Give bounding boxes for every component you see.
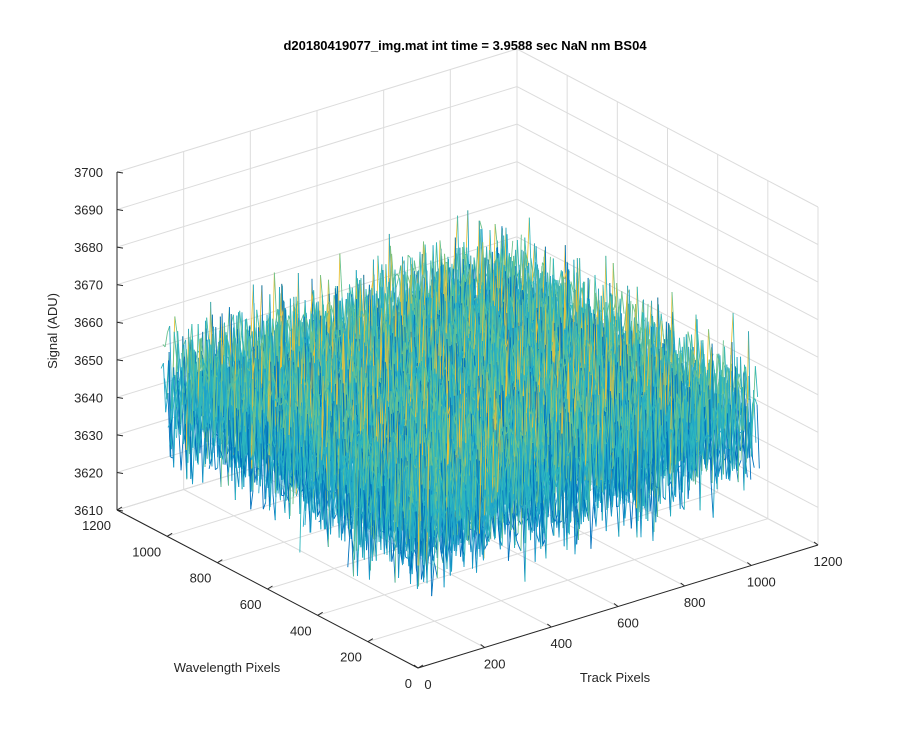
y-tick-label: 0	[405, 676, 412, 691]
z-tick	[116, 209, 124, 212]
back-wall-grid-line	[116, 48, 518, 173]
x-tick-label: 0	[424, 677, 431, 692]
y-tick	[317, 611, 323, 616]
y-tick-label: 1000	[132, 544, 161, 559]
z-axis-label: Signal (ADU)	[45, 293, 60, 369]
z-tick-label: 3640	[74, 390, 103, 405]
z-tick	[116, 509, 124, 512]
z-tick	[116, 284, 124, 287]
y-tick	[116, 506, 123, 511]
x-tick	[547, 623, 552, 628]
x-tick	[680, 582, 685, 587]
z-tick	[116, 396, 124, 399]
side-wall-grid-line	[516, 161, 819, 321]
surface-mesh	[160, 210, 760, 597]
x-tick	[413, 664, 419, 669]
z-tick	[116, 246, 124, 249]
z-tick	[116, 321, 124, 324]
z-tick	[116, 434, 124, 437]
y-tick-label: 1200	[82, 518, 111, 533]
z-tick-label: 3670	[74, 278, 103, 293]
tick-labels: 0 200 400 600 800 1000 1200 0 200 400 600 800 1000 12…	[74, 165, 842, 692]
y-tick	[367, 638, 374, 643]
z-tick	[116, 359, 124, 362]
y-tick	[217, 559, 223, 564]
side-wall-grid-line	[516, 48, 819, 208]
x-tick-label: 600	[617, 616, 639, 631]
floor-grid-line	[317, 491, 718, 616]
z-tick-label: 3610	[74, 503, 103, 518]
y-axis-label: Wavelength Pixels	[174, 660, 281, 675]
back-wall-grid-line	[116, 236, 518, 361]
back-wall-grid-line	[116, 86, 518, 211]
x-tick	[613, 603, 619, 607]
floor-grid-line	[367, 518, 768, 643]
y-tick	[166, 532, 173, 537]
z-tick-label: 3650	[74, 353, 103, 368]
y-tick	[267, 585, 273, 590]
z-tick	[116, 471, 124, 474]
z-tick-label: 3620	[74, 465, 103, 480]
side-wall-grid-line	[516, 123, 819, 283]
axes	[116, 171, 819, 669]
x-tick	[747, 562, 752, 566]
x-tick-label: 800	[684, 595, 706, 610]
y-tick-label: 200	[340, 650, 362, 665]
x-tick-label: 200	[484, 657, 506, 672]
x-tick	[480, 644, 485, 648]
y-tick-label: 600	[240, 597, 262, 612]
z-tick-label: 3680	[74, 240, 103, 255]
side-wall-grid-line	[516, 86, 819, 245]
chart-title: d20180419077_img.mat int time = 3.9588 s…	[283, 38, 647, 53]
x-tick-label: 1200	[814, 554, 843, 569]
x-tick-label: 1000	[747, 575, 776, 590]
back-wall-grid-line	[116, 123, 518, 248]
x-tick	[813, 541, 819, 546]
back-wall-grid-line	[116, 161, 518, 286]
z-tick-label: 3700	[74, 165, 103, 180]
z-tick	[116, 171, 124, 174]
back-wall-grid-line	[116, 198, 518, 323]
y-tick	[417, 664, 424, 669]
z-tick-label: 3690	[74, 203, 103, 218]
side-wall-grid-line	[516, 198, 819, 358]
z-tick-label: 3630	[74, 428, 103, 443]
y-tick-label: 400	[290, 623, 312, 638]
z-tick-label: 3660	[74, 315, 103, 330]
y-tick-label: 800	[190, 571, 212, 586]
x-axis-label: Track Pixels	[580, 670, 651, 685]
x-tick-label: 400	[550, 636, 572, 651]
